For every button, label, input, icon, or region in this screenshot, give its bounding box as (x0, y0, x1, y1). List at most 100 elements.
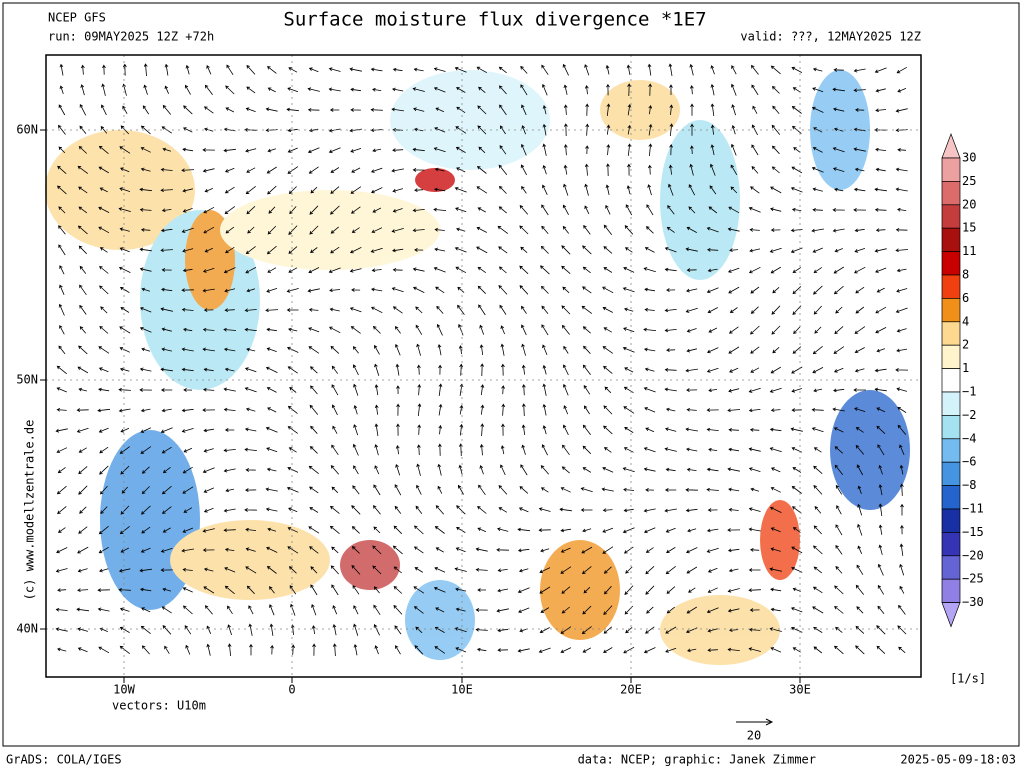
wind-arrow (393, 605, 403, 615)
wind-arrow (80, 64, 85, 75)
lat-label: 60N (16, 123, 38, 137)
vector-scale: 20 (747, 729, 761, 743)
wind-arrow (874, 387, 887, 392)
wind-arrow (455, 547, 466, 553)
wind-arrow (708, 447, 718, 452)
wind-arrow (248, 605, 254, 615)
wind-arrow (374, 384, 379, 396)
wind-arrow (227, 624, 232, 636)
wind-arrow (56, 365, 67, 375)
wind-arrow (877, 605, 885, 614)
wind-arrow (58, 225, 66, 235)
wind-arrow (792, 267, 802, 274)
wind-arrow (182, 268, 193, 273)
wind-arrow (833, 68, 844, 72)
wind-arrow (182, 567, 193, 572)
wind-arrow (813, 465, 823, 475)
wind-arrow (520, 246, 528, 254)
wind-arrow (78, 447, 87, 453)
shade (830, 390, 910, 510)
wind-arrow (521, 403, 526, 417)
wind-arrow (434, 167, 445, 172)
wind-arrow (812, 147, 823, 153)
wind-arrow (538, 507, 551, 512)
wind-arrow (811, 407, 824, 412)
wind-arrow (895, 307, 908, 313)
wind-arrow (480, 423, 485, 437)
wind-arrow (497, 568, 508, 573)
wind-arrow (56, 387, 67, 393)
wind-arrow (309, 486, 319, 494)
wind-arrow (560, 528, 571, 533)
wind-arrow (79, 104, 87, 116)
wind-arrow (331, 444, 339, 456)
wind-arrow (268, 206, 276, 214)
wind-arrow (455, 207, 467, 213)
wind-arrow (771, 124, 781, 135)
wind-arrow (100, 126, 108, 134)
wind-arrow (140, 125, 151, 135)
wind-arrow (688, 206, 696, 214)
wind-arrow (520, 143, 527, 156)
wind-arrow (853, 388, 866, 392)
wind-arrow (476, 226, 487, 233)
wind-arrow (203, 367, 214, 372)
wind-arrow (581, 626, 592, 635)
wind-arrow (141, 607, 151, 613)
wind-arrow (480, 404, 485, 415)
wind-arrow (582, 266, 591, 274)
wind-arrow (895, 108, 908, 113)
colorbar-label: 4 (962, 314, 969, 328)
wind-arrow (245, 488, 257, 492)
wind-arrow (622, 287, 635, 293)
wind-arrow (457, 286, 465, 293)
wind-arrow (372, 87, 382, 92)
wind-arrow (539, 567, 551, 574)
wind-arrow (603, 605, 613, 615)
wind-arrow (331, 486, 339, 494)
wind-arrow (813, 525, 822, 535)
wind-arrow (896, 328, 907, 333)
wind-arrow (792, 346, 802, 354)
wind-arrow (57, 647, 67, 652)
wind-arrow (288, 327, 298, 332)
wind-arrow (542, 383, 547, 396)
wind-arrow (897, 148, 907, 152)
wind-arrow (832, 407, 845, 412)
wind-arrow (417, 403, 422, 417)
wind-arrow (413, 586, 425, 594)
wind-arrow (455, 647, 467, 653)
wind-arrow (161, 408, 172, 413)
wind-arrow (521, 305, 527, 314)
wind-arrow (498, 266, 507, 274)
wind-arrow (182, 188, 193, 193)
wind-arrow (686, 566, 698, 574)
wind-arrow (161, 268, 172, 272)
wind-arrow (98, 145, 109, 155)
wind-arrow (521, 185, 527, 194)
wind-arrow (202, 327, 215, 332)
wind-arrow (812, 606, 824, 614)
wind-arrow (685, 247, 698, 252)
wind-arrow (101, 83, 106, 96)
wind-arrow (899, 444, 905, 456)
wind-arrow (140, 167, 151, 172)
wind-arrow (833, 367, 844, 373)
wind-arrow (330, 345, 340, 354)
wind-arrow (392, 545, 403, 555)
wind-arrow (372, 148, 382, 153)
wind-arrow (288, 447, 297, 453)
wind-arrow (203, 106, 214, 114)
wind-arrow (664, 387, 677, 392)
wind-arrow (706, 427, 719, 432)
wind-arrow (434, 247, 446, 252)
wind-arrow (183, 447, 193, 453)
wind-arrow (265, 426, 278, 433)
wind-arrow (727, 548, 740, 553)
wind-arrow (878, 503, 883, 516)
wind-arrow (265, 308, 279, 313)
wind-arrow (266, 347, 277, 352)
colorbar-label: −4 (962, 431, 976, 445)
wind-arrow (480, 384, 485, 396)
wind-arrow (687, 528, 697, 533)
